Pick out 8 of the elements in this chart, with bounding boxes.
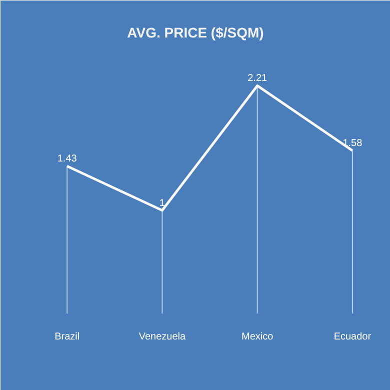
x-tick-label: Brazil xyxy=(54,332,80,342)
x-tick-label: Mexico xyxy=(241,332,274,342)
data-label: 1.43 xyxy=(57,154,78,165)
data-label: 2.21 xyxy=(248,73,268,84)
x-tick-label: Venezuela xyxy=(138,332,186,342)
data-label: 1 xyxy=(159,198,166,209)
x-tick-label: Ecuador xyxy=(334,332,372,342)
chart-title: AVG. PRICE ($/SQM) xyxy=(127,24,264,40)
